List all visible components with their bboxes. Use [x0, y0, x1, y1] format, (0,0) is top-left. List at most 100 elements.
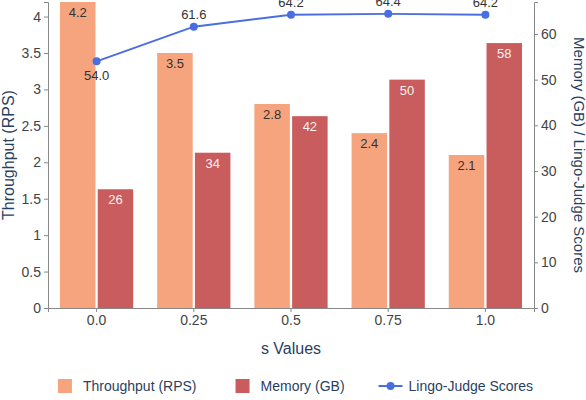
tick-mark [44, 199, 48, 200]
bar [292, 116, 327, 308]
marker [384, 10, 392, 18]
tick-mark [534, 171, 538, 172]
tick-label: 20 [541, 209, 557, 225]
y2-axis: 0 10 20 30 40 50 60 [534, 3, 557, 316]
tick-mark [44, 53, 48, 54]
tick: 0.25 [180, 308, 207, 328]
bar [449, 155, 484, 308]
tick-label: 0.5 [281, 312, 301, 328]
tick-label: 0 [541, 300, 549, 316]
legend-item: Throughput (RPS) [58, 378, 197, 394]
tick-label: 0.5 [22, 264, 42, 280]
tick-mark [534, 125, 538, 126]
marker [93, 57, 101, 65]
data-label: 64.2 [278, 0, 303, 10]
data-label: 64.2 [473, 0, 498, 10]
line [97, 14, 486, 61]
tick-label: 30 [541, 163, 557, 179]
y2-axis-title: Memory (GB) / Lingo-Judge Scores [571, 37, 586, 273]
data-labels: 4.2 3.5 2.8 2.4 2.1 26 34 42 50 58 54.0 61.6 64.2 64.… [69, 0, 512, 207]
data-label: 3.5 [166, 56, 184, 71]
tick-label: 0.25 [180, 312, 207, 328]
bar [98, 189, 133, 308]
legend-swatch [387, 382, 395, 390]
axis-line [535, 3, 539, 309]
tick: 3 [33, 81, 48, 97]
data-label: 54.0 [84, 68, 109, 83]
legend-label: Memory (GB) [261, 378, 345, 394]
bar [157, 53, 192, 308]
legend-swatch [236, 379, 250, 393]
tick: 30 [534, 163, 557, 179]
tick: 60 [534, 26, 557, 42]
data-label: 2.8 [263, 107, 281, 122]
bar [60, 2, 95, 308]
tick-label: 3 [33, 81, 41, 97]
tick-label: 0 [33, 300, 41, 316]
tick: 2 [33, 154, 48, 170]
tick-label: 40 [541, 117, 557, 133]
tick-mark [44, 308, 48, 309]
legend-item: Memory (GB) [236, 378, 345, 394]
x-axis-title: s Values [261, 340, 321, 357]
tick-mark [44, 126, 48, 127]
tick: 1 [33, 227, 48, 243]
tick-label: 3.5 [22, 45, 42, 61]
tick: 4 [33, 9, 48, 25]
tick-mark [44, 89, 48, 90]
tick: 50 [534, 72, 557, 88]
marks [60, 2, 522, 308]
tick-label: 0.75 [375, 312, 402, 328]
tick-mark [534, 34, 538, 35]
bar [195, 153, 230, 308]
legend-item: Lingo-Judge Scores [379, 378, 534, 394]
tick-mark [534, 80, 538, 81]
data-label: 4.2 [69, 5, 87, 20]
tick-label: 1 [33, 227, 41, 243]
plot-area: 4.23.52.82.42.1263442505854.061.664.264.… [22, 0, 557, 328]
tick: 40 [534, 117, 557, 133]
x-axis: 0.0 0.25 0.5 0.75 1.0 [49, 308, 535, 328]
data-label: 61.6 [181, 7, 206, 22]
tick-label: 10 [541, 254, 557, 270]
marker [481, 11, 489, 19]
tick: 0.5 [281, 308, 301, 328]
bar [352, 133, 387, 308]
tick-label: 4 [33, 9, 41, 25]
tick-label: 0.0 [87, 312, 107, 328]
tick-mark [534, 262, 538, 263]
bar [487, 43, 522, 308]
tick: 3.5 [22, 45, 48, 61]
tick: 20 [534, 209, 557, 225]
tick: 0.75 [375, 308, 402, 328]
tick-mark [534, 217, 538, 218]
data-label: 2.4 [360, 136, 378, 151]
y-axis: 00.511.522.533.54 [22, 3, 49, 316]
data-label: 34 [205, 156, 219, 171]
data-label: 50 [400, 83, 414, 98]
tick-label: 50 [541, 72, 557, 88]
tick-mark [44, 272, 48, 273]
bar [389, 80, 424, 308]
marker [190, 23, 198, 31]
legend: Throughput (RPS) Memory (GB) Lingo-Judge S… [58, 378, 533, 394]
tick: 0.0 [87, 308, 107, 328]
legend-swatch [58, 379, 72, 393]
chart: 4.23.52.82.42.1263442505854.061.664.264.… [0, 0, 586, 400]
tick-label: 1.0 [476, 312, 496, 328]
tick-label: 1.5 [22, 191, 42, 207]
data-label: 26 [108, 192, 122, 207]
tick-mark [534, 308, 538, 309]
tick: 0 [534, 300, 549, 316]
data-label: 58 [497, 46, 511, 61]
legend-label: Throughput (RPS) [83, 378, 197, 394]
tick-mark [44, 17, 48, 18]
y-axis-title: Throughput (RPS) [0, 90, 17, 220]
axis-line [44, 3, 49, 309]
data-label: 64.4 [376, 0, 401, 9]
tick-mark [44, 162, 48, 163]
tick: 1.5 [22, 191, 48, 207]
tick: 1.0 [476, 308, 496, 328]
data-label: 42 [303, 119, 317, 134]
data-label: 2.1 [457, 158, 475, 173]
